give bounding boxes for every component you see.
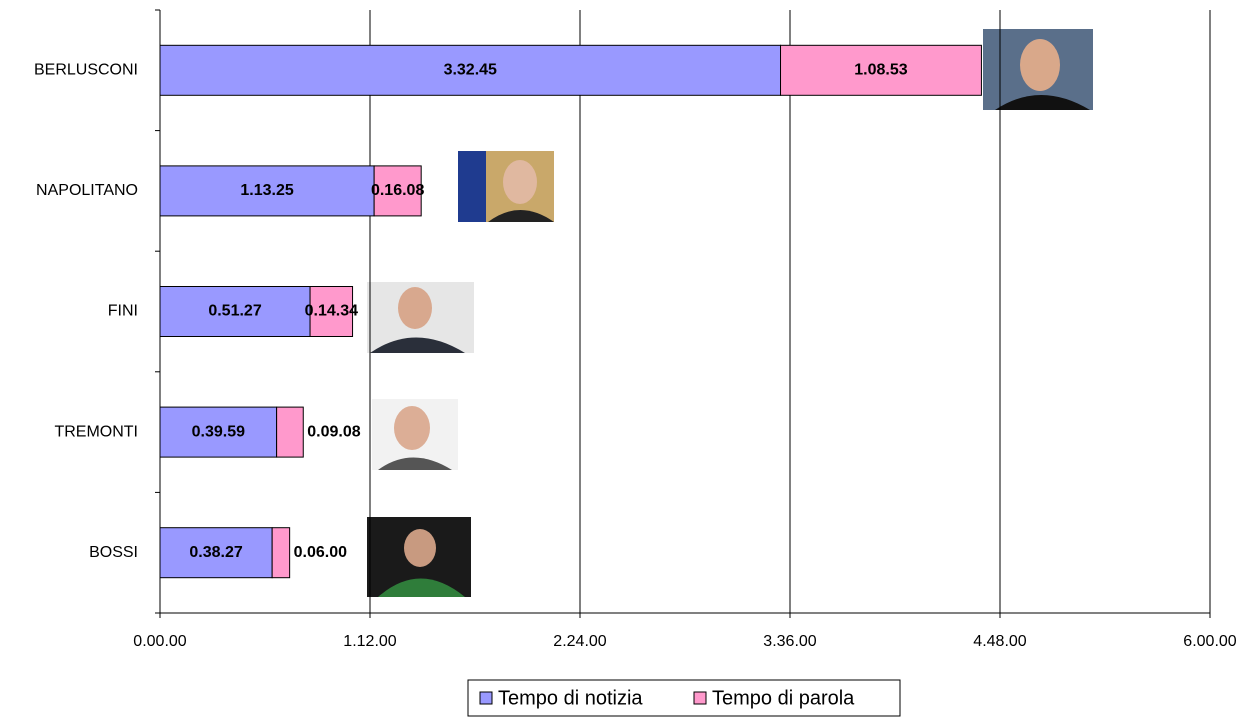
- data-label: 0.09.08: [307, 423, 360, 440]
- bar-segment: [159, 286, 311, 337]
- bar-segment: [276, 406, 304, 458]
- photo: [394, 406, 430, 450]
- bar-segment: [271, 527, 291, 579]
- photo: [378, 578, 465, 597]
- y-tick-label: BERLUSCONI: [34, 62, 138, 79]
- photo: [503, 160, 537, 204]
- bar-segment: [780, 44, 982, 96]
- y-tick-label: BOSSI: [89, 544, 138, 561]
- data-label: 3.32.45: [444, 62, 497, 79]
- bar-segment: [159, 527, 273, 579]
- photo: [398, 287, 432, 329]
- y-tick-label: FINI: [108, 303, 138, 320]
- legend-swatch: [693, 691, 707, 705]
- legend-label: Tempo di notizia: [498, 687, 643, 709]
- x-tick-label: 2.24.00: [553, 633, 606, 650]
- data-label: 1.13.25: [240, 182, 293, 199]
- data-label: 1.08.53: [854, 62, 907, 79]
- photo: [1020, 39, 1060, 91]
- legend-swatch: [479, 691, 493, 705]
- data-label: 0.51.27: [208, 303, 261, 320]
- bar-segment: [373, 165, 422, 217]
- x-tick-label: 4.48.00: [973, 633, 1026, 650]
- data-label: 0.39.59: [192, 423, 245, 440]
- data-label: 0.38.27: [189, 544, 242, 561]
- x-tick-label: 6.00.00: [1183, 633, 1236, 650]
- bar-segment: [159, 165, 375, 217]
- legend-box: [467, 679, 901, 717]
- bar-segment: [159, 44, 782, 96]
- data-label: 0.16.08: [371, 182, 424, 199]
- photos: [367, 29, 1093, 597]
- x-tick-label: 0.00.00: [133, 633, 186, 650]
- photo: [488, 210, 554, 222]
- x-tick-label: 1.12.00: [343, 633, 396, 650]
- legend-label: Tempo di parola: [712, 687, 855, 709]
- data-label: 0.14.34: [305, 303, 358, 320]
- x-tick-label: 3.36.00: [763, 633, 816, 650]
- y-tick-label: TREMONTI: [54, 423, 138, 440]
- photo: [458, 151, 486, 222]
- photo: [995, 95, 1090, 110]
- data-label: 0.06.00: [294, 544, 347, 561]
- bar-segment: [309, 286, 354, 337]
- photo: [370, 337, 465, 353]
- photo: [404, 529, 436, 567]
- photo: [378, 457, 452, 470]
- y-tick-label: NAPOLITANO: [36, 182, 138, 199]
